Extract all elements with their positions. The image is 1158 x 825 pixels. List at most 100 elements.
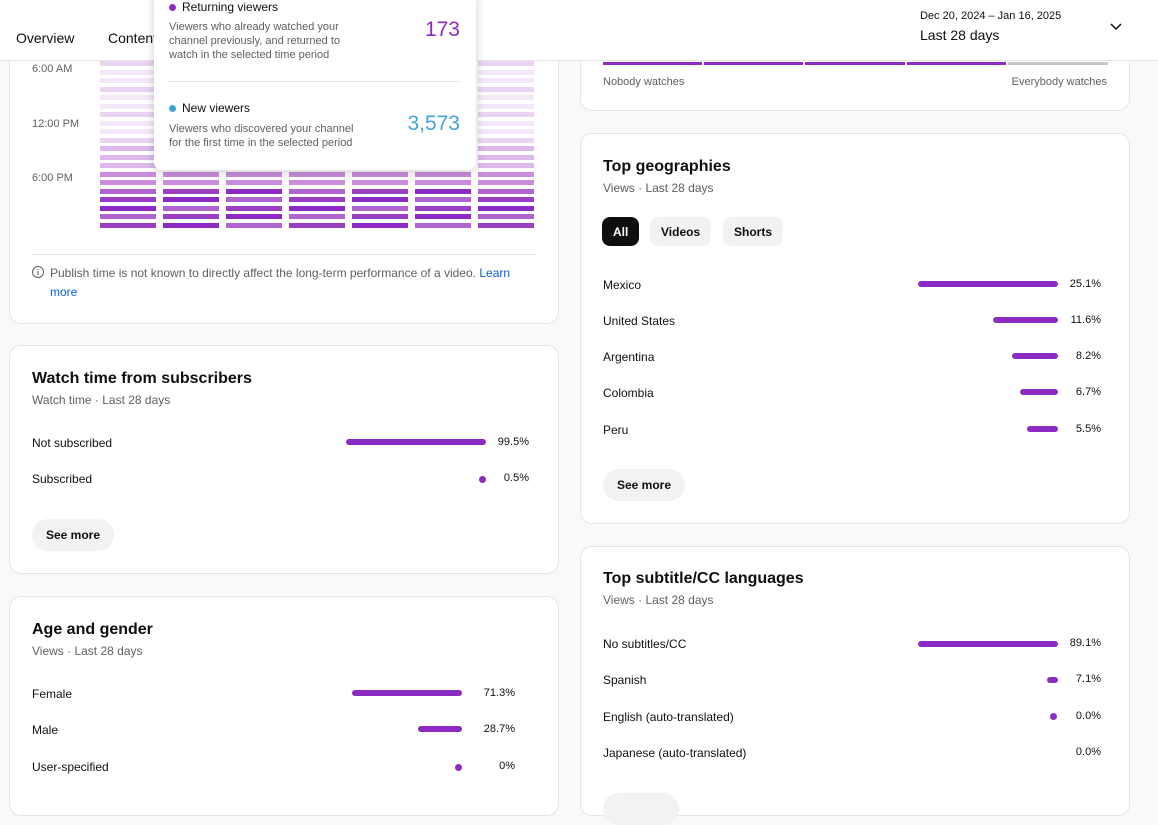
row-label-subscribed: Subscribed (32, 472, 93, 486)
watch-time-subscribers-card: Watch time from subscribers Watch time ·… (9, 345, 559, 574)
time-label-12pm: 12:00 PM (32, 118, 80, 130)
see-more-button[interactable]: See more (32, 519, 115, 551)
card-subtitle: Views · Last 28 days (32, 644, 143, 658)
heatmap-cell (478, 95, 534, 100)
heatmap-cell (478, 137, 534, 143)
see-more-button[interactable]: See more (603, 469, 686, 501)
bar-united-states (993, 317, 1058, 323)
heatmap-cell (163, 188, 219, 194)
new-viewers-title: New viewers (182, 101, 251, 115)
divider (32, 254, 536, 255)
row-label-male: Male (32, 723, 59, 737)
bar-male (418, 726, 462, 732)
heatmap-cell (478, 214, 534, 219)
heatmap-cell (100, 129, 156, 134)
row-label-argentina: Argentina (603, 350, 655, 364)
heatmap-cell (352, 214, 408, 219)
heatmap-cell (163, 205, 219, 211)
pct-peru: 5.5% (1075, 423, 1101, 435)
heatmap-cell (352, 222, 408, 228)
pct-male: 28.7% (483, 723, 515, 735)
heatmap-cell (478, 146, 534, 151)
card-subtitle: Watch time · Last 28 days (32, 393, 171, 407)
row-label-not-subscribed: Not subscribed (32, 436, 113, 450)
scale-right-label: Everybody watches (1011, 76, 1107, 88)
chevron-down-icon[interactable] (1108, 18, 1124, 34)
heatmap-cell (100, 163, 156, 168)
bar-female (352, 690, 462, 696)
row-label-user-specified: User-specified (32, 760, 109, 774)
heatmap-cell (163, 197, 219, 202)
row-label-peru: Peru (603, 423, 629, 437)
pct-colombia: 6.7% (1075, 386, 1101, 398)
heatmap-cell (478, 103, 534, 109)
info-icon (32, 266, 44, 278)
heatmap-cell (100, 188, 156, 194)
heatmap-cell (100, 171, 156, 177)
heatmap-cell (163, 214, 219, 219)
scale-segment (603, 62, 702, 65)
tab-overview[interactable]: Overview (16, 30, 75, 46)
returning-viewers-desc: Viewers who already watched your channel… (169, 21, 341, 61)
heatmap-cell (352, 205, 408, 211)
bar-colombia (1020, 389, 1058, 395)
date-range-picker[interactable]: Dec 20, 2024 – Jan 16, 2025 Last 28 days (920, 10, 1061, 43)
pct-no-subtitles: 89.1% (1069, 637, 1101, 649)
heatmap-cell (163, 180, 219, 185)
scale-segment (704, 62, 803, 65)
card-subtitle: Views · Last 28 days (603, 181, 714, 195)
bar-no-subtitles (918, 641, 1058, 647)
scale-segment (907, 62, 1006, 65)
heatmap-cell (100, 78, 156, 83)
chip-all[interactable]: All (602, 217, 640, 246)
pct-japanese-auto: 0.0% (1075, 746, 1101, 758)
time-label-6am: 6:00 AM (32, 63, 73, 75)
heatmap-cell (100, 137, 156, 143)
publish-time-note: Publish time is not known to directly af… (50, 264, 520, 302)
pct-female: 71.3% (483, 687, 515, 699)
heatmap-cell (100, 146, 156, 151)
row-label-united-states: United States (603, 314, 676, 328)
see-more-button[interactable] (603, 793, 679, 825)
heatmap-cell (415, 222, 471, 228)
heatmap-cell (478, 222, 534, 228)
heatmap-cell (163, 222, 219, 228)
bar-english-auto (1050, 713, 1057, 720)
bar-spanish (1047, 677, 1058, 683)
bar-peru (1027, 426, 1058, 432)
card-title: Age and gender (32, 621, 153, 638)
returning-dot-icon (169, 4, 176, 12)
scale-segment (805, 62, 905, 65)
learn-more-link[interactable]: Learn more (50, 266, 511, 299)
heatmap-cell (478, 188, 534, 194)
heatmap-cell (226, 188, 282, 194)
card-subtitle: Views · Last 28 days (603, 593, 714, 607)
pct-spanish: 7.1% (1075, 673, 1101, 685)
heatmap-cell (352, 188, 408, 194)
heatmap-cell (226, 180, 282, 185)
heatmap-cell (100, 197, 156, 202)
new-viewers-value: 3,573 (407, 112, 460, 135)
heatmap-cell (100, 214, 156, 219)
row-label-colombia: Colombia (603, 386, 654, 400)
scale-segment (1008, 62, 1108, 65)
pct-english-auto: 0.0% (1075, 710, 1101, 722)
row-label-spanish: Spanish (603, 673, 647, 687)
chip-shorts[interactable]: Shorts (723, 217, 784, 246)
row-label-english-auto: English (auto-translated) (603, 710, 734, 724)
heatmap-cell (478, 180, 534, 185)
heatmap-cell (289, 197, 345, 202)
pct-not-subscribed: 99.5% (497, 436, 529, 448)
heatmap-cell (100, 86, 156, 92)
card-title: Top subtitle/CC languages (603, 570, 804, 587)
tab-content[interactable]: Content (108, 30, 158, 46)
heatmap-cell (289, 180, 345, 185)
heatmap-cell (226, 214, 282, 219)
pct-mexico: 25.1% (1069, 278, 1101, 290)
heatmap-cell (478, 69, 534, 75)
heatmap-cell (289, 222, 345, 228)
chip-videos[interactable]: Videos (650, 217, 712, 246)
top-geographies-card: Top geographies Views · Last 28 days All… (580, 133, 1130, 524)
bar-user-specified (455, 764, 462, 771)
heatmap-cell (478, 61, 534, 66)
